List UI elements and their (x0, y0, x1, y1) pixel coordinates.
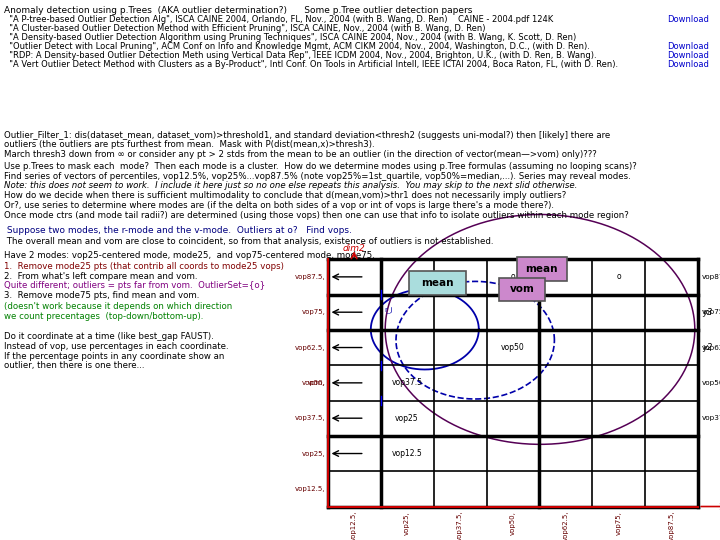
Text: 2.  From what's left compare mean and vom.: 2. From what's left compare mean and vom… (4, 272, 197, 281)
Text: "A Cluster-based Outlier Detection Method with Efficient Pruning", ISCA CAINE, N: "A Cluster-based Outlier Detection Metho… (4, 24, 485, 33)
Text: 1.  Remove mode25 pts (that contrib all coords to mode25 vops): 1. Remove mode25 pts (that contrib all c… (4, 262, 284, 271)
Text: vom: vom (510, 285, 534, 294)
Text: vop37.5,: vop37.5, (294, 415, 325, 421)
Text: vop75: vop75 (702, 309, 720, 315)
Text: Download: Download (667, 42, 709, 51)
Text: Have 2 modes: vop25-centered mode, mode25,  and vop75-centered mode, mode75.: Have 2 modes: vop25-centered mode, mode2… (4, 251, 374, 260)
Text: vop37.5: vop37.5 (702, 415, 720, 421)
Text: outliers (the outliers are pts furthest from mean.  Mask with P(dist(mean,x)>thr: outliers (the outliers are pts furthest … (4, 140, 374, 150)
Text: Download: Download (667, 59, 709, 69)
Text: y3: y3 (702, 308, 712, 316)
Text: vop75,: vop75, (302, 309, 325, 315)
Text: vop25: vop25 (395, 414, 419, 423)
Text: vop62.5,: vop62.5, (563, 511, 569, 540)
Text: vom,: vom, (308, 380, 325, 386)
Text: If the percentage points in any coordinate show an: If the percentage points in any coordina… (4, 352, 224, 361)
Text: vop87.5,: vop87.5, (669, 511, 675, 540)
Text: "A P-tree-based Outlier Detection Alg", ISCA CAINE 2004, Orlando, FL, Nov., 2004: "A P-tree-based Outlier Detection Alg", … (4, 15, 553, 24)
Text: o: o (616, 272, 621, 281)
Text: we count precentages  (top-down/bottom-up).: we count precentages (top-down/bottom-up… (4, 312, 203, 321)
Text: Download: Download (667, 15, 709, 24)
Text: mean: mean (421, 278, 454, 288)
Text: vop25,: vop25, (302, 450, 325, 456)
Text: "RDP: A Density-based Outlier Detection Meth using Vertical Data Rep", IEEE ICDM: "RDP: A Density-based Outlier Detection … (4, 51, 596, 60)
Text: March thresh3 down from ∞ or consider any pt > 2 stds from the mean to be an out: March thresh3 down from ∞ or consider an… (4, 150, 596, 159)
Text: Instead of vop, use percentages in each coordinate.: Instead of vop, use percentages in each … (4, 342, 228, 351)
Text: vop12.5,: vop12.5, (351, 511, 357, 540)
Text: vop50,: vop50, (510, 511, 516, 535)
Text: y2: y2 (702, 343, 712, 352)
Text: vop37.5: vop37.5 (392, 379, 423, 387)
Text: The overall mean and vom are close to coincident, so from that analysis, existen: The overall mean and vom are close to co… (4, 237, 493, 246)
Text: (doesn't work because it depends on which direction: (doesn't work because it depends on whic… (4, 302, 232, 312)
Text: Download: Download (667, 51, 709, 60)
Text: Or?, use series to determine where modes are (if the delta on both sides of a vo: Or?, use series to determine where modes… (4, 201, 554, 210)
Text: Do it coordinate at a time (like best_gap FAUST).: Do it coordinate at a time (like best_ga… (4, 332, 213, 341)
Text: vop87.5: vop87.5 (702, 274, 720, 280)
Text: vop12.5,: vop12.5, (295, 486, 325, 492)
FancyBboxPatch shape (409, 271, 466, 295)
Text: vop75,: vop75, (616, 511, 622, 535)
Text: vop87.5,: vop87.5, (294, 274, 325, 280)
FancyBboxPatch shape (517, 257, 567, 281)
Text: "A Vert Outlier Detect Method with Clusters as a By-Product", Intl Conf. On Tool: "A Vert Outlier Detect Method with Clust… (4, 59, 618, 69)
Text: Quite different; outliers = pts far from vom.  OutlierSet={o}: Quite different; outliers = pts far from… (4, 281, 265, 291)
Text: How do we decide when there is sufficient multimodality to conclude that d(mean,: How do we decide when there is sufficien… (4, 191, 566, 200)
Text: 3.  Remove mode75 pts, find mean and vom.: 3. Remove mode75 pts, find mean and vom. (4, 291, 199, 300)
Text: vop25,: vop25, (404, 511, 410, 535)
Text: o: o (510, 272, 516, 281)
Text: outlier, then there is one there...: outlier, then there is one there... (4, 361, 144, 370)
Text: vop50,: vop50, (302, 380, 325, 386)
Text: Anomaly detection using p.Trees  (AKA outlier determination?)      Some p.Tree o: Anomaly detection using p.Trees (AKA out… (4, 6, 472, 16)
Text: Once mode ctrs (and mode tail radii?) are determined (using those vops) then one: Once mode ctrs (and mode tail radii?) ar… (4, 211, 629, 220)
Text: mean: mean (526, 264, 558, 274)
Text: "Outlier Detect with Local Pruning", ACM Conf on Info and Knowledge Mgmt, ACM CI: "Outlier Detect with Local Pruning", ACM… (4, 42, 590, 51)
Text: "A Density-based Outlier Detection Algorithm using Pruning Techniques", ISCA CAI: "A Density-based Outlier Detection Algor… (4, 33, 576, 42)
FancyBboxPatch shape (499, 278, 545, 301)
Text: Note: this does not seem to work.  I include it here just so no one else repeats: Note: this does not seem to work. I incl… (4, 181, 577, 191)
Text: Use p.Trees to mask each  mode?  Then each mode is a cluster.  How do we determi: Use p.Trees to mask each mode? Then each… (4, 162, 636, 171)
Text: vop50: vop50 (702, 380, 720, 386)
Text: Find series of vectors of percentiles, vop12.5%, vop25%...vop87.5% (note vop25%=: Find series of vectors of percentiles, v… (4, 172, 630, 181)
Text: vop37.5,: vop37.5, (457, 511, 463, 540)
Text: Outlier_Filter_1: dis(dataset_mean, dataset_vom)>threshold1, and standard deviat: Outlier_Filter_1: dis(dataset_mean, data… (4, 131, 610, 140)
Text: r_j: r_j (384, 306, 392, 313)
Text: vop50: vop50 (501, 343, 525, 352)
Text: vop62.5: vop62.5 (702, 345, 720, 350)
Text: vop12.5: vop12.5 (392, 449, 423, 458)
Text: Suppose two modes, the r-mode and the v-mode.  Outliers at o?   Find vops.: Suppose two modes, the r-mode and the v-… (4, 226, 351, 235)
Text: vop62.5,: vop62.5, (295, 345, 325, 350)
Text: dim2: dim2 (343, 244, 366, 253)
